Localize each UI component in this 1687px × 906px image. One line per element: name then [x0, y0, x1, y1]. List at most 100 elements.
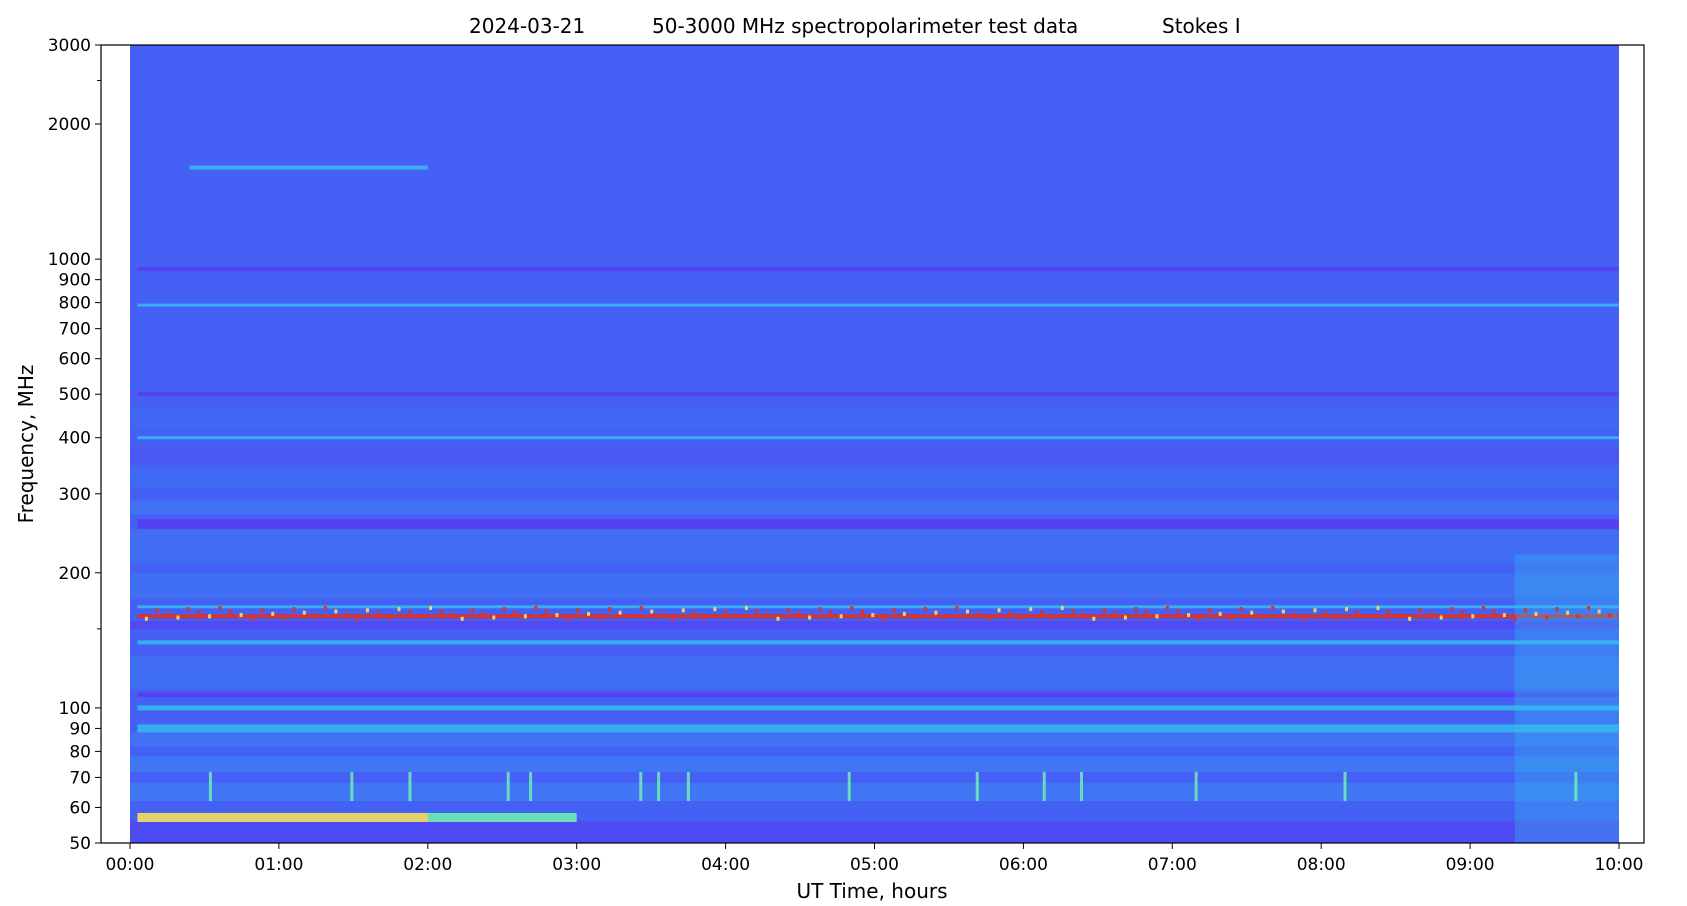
burst-speck	[1092, 616, 1096, 621]
burst-speck	[839, 614, 843, 619]
burst-speck	[723, 610, 727, 615]
spectral-band-100mhz	[137, 705, 1619, 711]
burst-speck	[1376, 605, 1380, 610]
spectral-band-257mhz	[137, 518, 1619, 529]
burst-speck	[734, 614, 738, 619]
y-tick-label: 60	[69, 798, 91, 818]
burst-speck	[692, 611, 696, 616]
burst-speck	[1460, 610, 1464, 615]
burst-speck	[1208, 608, 1212, 613]
x-tick-label: 04:00	[701, 855, 750, 875]
y-tick-label: 100	[59, 699, 91, 719]
heatmap-background	[130, 45, 1619, 843]
texture-band	[130, 656, 1619, 690]
burst-speck	[934, 610, 938, 615]
y-tick-label: 900	[59, 271, 91, 291]
spectral-band-1600mhz	[189, 165, 428, 170]
burst-speck	[797, 611, 801, 616]
burst-speck	[281, 615, 285, 620]
burst-speck	[765, 613, 769, 618]
y-tick-label: 300	[59, 485, 91, 505]
burst-speck	[387, 615, 391, 620]
burst-speck	[186, 607, 190, 612]
burst-speck	[1513, 616, 1517, 621]
spectral-band-500mhz	[137, 392, 1619, 397]
texture-band	[130, 572, 1619, 599]
texture-band	[130, 447, 1619, 464]
burst-speck	[365, 608, 369, 613]
burst-speck	[713, 607, 717, 612]
burst-speck	[1397, 613, 1401, 618]
burst-speck	[955, 605, 959, 610]
burst-speck	[1587, 605, 1591, 610]
burst-speck	[1576, 614, 1580, 619]
burst-speck	[1134, 607, 1138, 612]
texture-band	[130, 529, 1619, 564]
burst-speck	[1039, 610, 1043, 615]
y-tick-label: 700	[59, 320, 91, 340]
burst-speck	[229, 609, 233, 614]
burst-speck	[576, 608, 580, 613]
burst-speck	[502, 607, 506, 612]
burst-speck	[1123, 615, 1127, 620]
impulsive-event	[350, 771, 354, 802]
plot-frame	[100, 44, 1645, 844]
burst-speck	[1197, 616, 1201, 621]
burst-speck	[1608, 613, 1612, 618]
texture-band	[130, 469, 1619, 488]
spectral-band-400mhz	[137, 436, 1619, 440]
texture-band	[130, 621, 1619, 629]
burst-speck	[1187, 613, 1191, 618]
y-tick-label: 400	[59, 429, 91, 449]
burst-speck	[1408, 616, 1412, 621]
burst-speck	[1144, 610, 1148, 615]
burst-speck	[1176, 609, 1180, 614]
burst-speck	[681, 608, 685, 613]
burst-speck	[1166, 605, 1170, 610]
burst-speck	[650, 609, 654, 614]
x-axis-label: UT Time, hours	[796, 879, 947, 903]
impulsive-event	[975, 771, 979, 802]
impulsive-event	[1042, 771, 1046, 802]
burst-speck	[976, 613, 980, 618]
burst-speck	[1302, 616, 1306, 621]
burst-speck	[660, 613, 664, 618]
burst-speck	[744, 605, 748, 610]
texture-band	[130, 732, 1619, 747]
y-tick-label: 3000	[48, 36, 91, 56]
burst-speck	[818, 607, 822, 612]
x-tick-label: 03:00	[552, 855, 601, 875]
burst-speck	[429, 605, 433, 610]
burst-speck	[208, 614, 212, 619]
burst-speck	[860, 609, 864, 614]
texture-band	[130, 500, 1619, 515]
x-tick-label: 01:00	[254, 855, 303, 875]
texture-band	[130, 756, 1619, 772]
x-tick-label: 10:00	[1595, 855, 1644, 875]
burst-speck	[1008, 611, 1012, 616]
burst-speck	[1260, 614, 1264, 619]
spectral-band-90mhz	[137, 724, 1619, 733]
burst-speck	[1071, 609, 1075, 614]
burst-speck	[829, 610, 833, 615]
burst-speck	[439, 609, 443, 614]
impulsive-event	[506, 771, 510, 802]
texture-band	[130, 783, 1619, 802]
burst-speck	[1439, 615, 1443, 620]
burst-speck	[923, 607, 927, 612]
x-tick-label: 07:00	[1148, 855, 1197, 875]
burst-speck	[1555, 607, 1559, 612]
burst-speck	[176, 615, 180, 620]
burst-speck	[544, 609, 548, 614]
burst-speck	[513, 610, 517, 615]
burst-speck	[1334, 615, 1338, 620]
x-axis: 00:00 01:00 02:00 03:00 04:00 05:00 06:00 07:00…	[106, 843, 1644, 875]
burst-speck	[292, 607, 296, 612]
bright-region	[1514, 554, 1619, 843]
burst-speck	[155, 608, 159, 613]
burst-speck	[1271, 605, 1275, 610]
burst-speck	[902, 611, 906, 616]
burst-speck	[1523, 608, 1527, 613]
impulsive-event	[1343, 771, 1347, 802]
y-tick-label: 800	[59, 294, 91, 314]
